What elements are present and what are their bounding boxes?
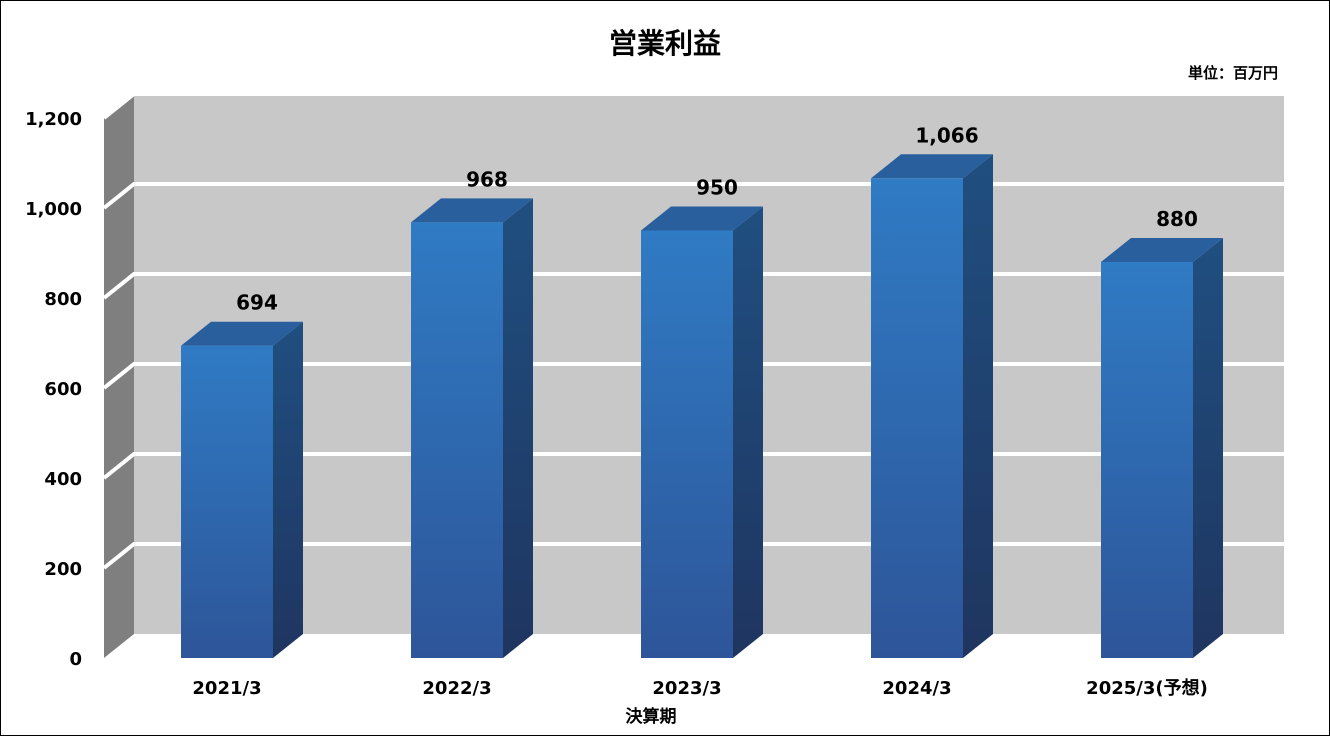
gridline — [102, 92, 1284, 120]
bar — [1101, 262, 1193, 658]
x-tick-label: 2023/3 — [652, 678, 721, 699]
bar — [181, 345, 273, 658]
bar-side — [503, 198, 533, 658]
data-label: 968 — [466, 167, 508, 191]
bar — [871, 178, 963, 659]
data-label: 694 — [236, 291, 278, 315]
y-tick-label: 400 — [44, 469, 82, 490]
x-tick-label: 2022/3 — [422, 678, 491, 699]
y-tick-label: 1,000 — [25, 199, 82, 220]
bar — [411, 222, 503, 658]
x-tick-label: 2025/3(予想) — [1086, 677, 1208, 699]
bar-side — [733, 206, 763, 658]
y-tick-label: 600 — [44, 379, 82, 400]
y-tick-label: 800 — [44, 289, 82, 310]
x-axis-title: 決算期 — [626, 706, 677, 727]
bar-top — [641, 206, 763, 231]
bar-top — [181, 321, 303, 346]
x-tick-label: 2024/3 — [882, 678, 951, 699]
bar-top — [411, 198, 533, 223]
bar — [641, 230, 733, 658]
bar-top — [871, 154, 993, 179]
bar-side — [963, 154, 993, 659]
bar-top — [1101, 238, 1223, 262]
data-label: 880 — [1156, 207, 1198, 231]
unit-label: 単位：百万円 — [1187, 64, 1278, 82]
chart-title: 営業利益 — [608, 27, 721, 60]
bar-side — [1193, 238, 1223, 658]
y-tick-label: 200 — [44, 559, 82, 580]
data-label: 950 — [696, 176, 738, 200]
y-tick-label: 1,200 — [25, 109, 82, 130]
bar-side — [273, 321, 303, 658]
y-tick-label: 0 — [69, 649, 82, 670]
data-label: 1,066 — [915, 123, 978, 147]
x-tick-label: 2021/3 — [192, 678, 261, 699]
